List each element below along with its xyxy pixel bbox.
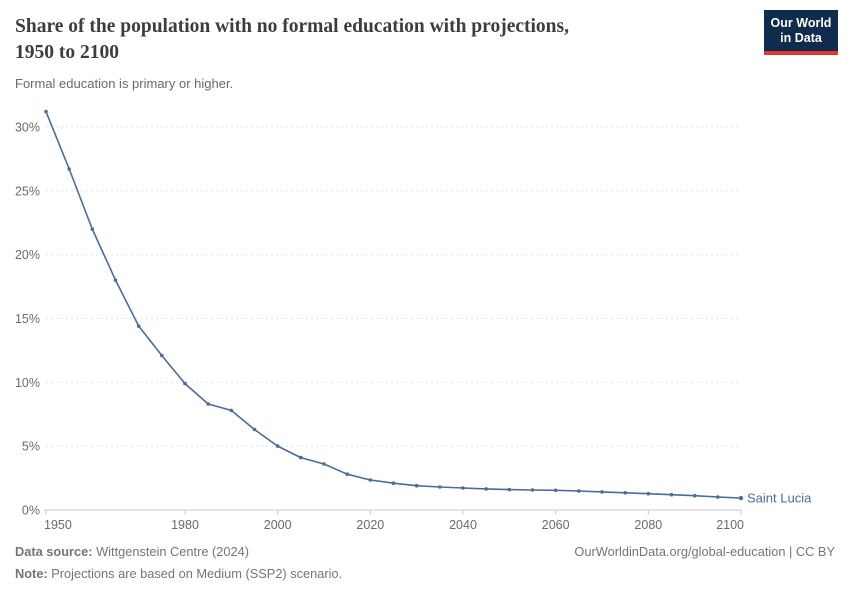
footer-note-label: Note: xyxy=(15,566,48,581)
data-point-marker[interactable] xyxy=(368,478,373,482)
data-point-marker[interactable] xyxy=(229,408,234,413)
y-axis-tick-label: 25% xyxy=(15,184,40,198)
data-point-marker[interactable] xyxy=(669,492,674,497)
data-point-marker[interactable] xyxy=(299,455,303,460)
owid-logo-line2: in Data xyxy=(780,31,822,45)
data-point-marker[interactable] xyxy=(461,486,465,490)
x-axis-tick-label: 2060 xyxy=(542,518,570,532)
y-axis-tick-label: 5% xyxy=(22,440,40,454)
data-point-marker[interactable] xyxy=(530,488,535,492)
data-point-marker[interactable] xyxy=(507,487,512,492)
owid-logo[interactable]: Our World in Data xyxy=(764,10,838,55)
owid-logo-line1: Our World xyxy=(770,16,832,30)
x-axis-tick-label: 2040 xyxy=(449,518,477,532)
data-point-marker[interactable] xyxy=(414,483,419,488)
data-point-marker[interactable] xyxy=(484,487,489,491)
x-axis-tick-label: 2020 xyxy=(356,518,384,532)
data-point-marker[interactable] xyxy=(90,227,95,231)
page-title-line2: 1950 to 2100 xyxy=(15,42,119,63)
data-point-marker[interactable] xyxy=(206,402,210,406)
chart-footer: Data source: Wittgenstein Centre (2024) … xyxy=(15,541,835,585)
x-axis-tick-label: 2080 xyxy=(634,518,662,532)
y-axis-tick-label: 10% xyxy=(15,376,40,390)
footer-source-text: Wittgenstein Centre (2024) xyxy=(92,544,250,559)
data-point-marker[interactable] xyxy=(136,324,141,328)
data-point-marker[interactable] xyxy=(716,495,720,499)
data-point-marker[interactable] xyxy=(275,444,280,448)
page-title: Share of the population with no formal e… xyxy=(15,14,569,66)
line-chart[interactable]: 0% 5% 10% 15% 20% 25% 30% 1950 1980 2000 2020 2040 2… xyxy=(0,96,850,540)
data-point-marker[interactable] xyxy=(646,491,651,496)
chart-subtitle: Formal education is primary or higher. xyxy=(15,76,234,91)
data-point-marker[interactable] xyxy=(345,472,350,477)
y-axis-tick-label: 20% xyxy=(15,248,40,262)
data-point-marker[interactable] xyxy=(183,381,187,386)
y-axis-tick-label: 0% xyxy=(22,504,40,518)
data-point-marker[interactable] xyxy=(692,493,697,498)
data-point-marker[interactable] xyxy=(67,167,71,171)
series-end-label[interactable]: Saint Lucia xyxy=(747,491,812,506)
footer-note-line: Note: Projections are based on Medium (S… xyxy=(15,563,835,585)
data-point-marker[interactable] xyxy=(738,495,744,501)
x-axis-tick-label: 1980 xyxy=(171,518,199,532)
data-point-marker[interactable] xyxy=(553,488,558,493)
data-point-marker[interactable] xyxy=(252,427,257,432)
y-axis-tick-label: 15% xyxy=(15,312,40,326)
footer-source-line: Data source: Wittgenstein Centre (2024) … xyxy=(15,541,835,563)
footer-source-label: Data source: xyxy=(15,544,93,559)
data-point-marker[interactable] xyxy=(438,485,442,489)
data-point-marker[interactable] xyxy=(44,109,48,114)
x-axis-tick-label: 1950 xyxy=(44,518,72,532)
data-point-marker[interactable] xyxy=(322,462,326,466)
data-point-marker[interactable] xyxy=(623,491,627,495)
footer-attribution-link[interactable]: OurWorldinData.org/global-education | CC… xyxy=(574,544,835,559)
x-axis-tick-label: 2100 xyxy=(716,518,744,532)
x-axis-tick-label: 2000 xyxy=(264,518,292,532)
data-point-marker[interactable] xyxy=(577,489,581,493)
data-point-marker[interactable] xyxy=(600,490,604,494)
series-line[interactable] xyxy=(45,110,742,499)
footer-note-text: Projections are based on Medium (SSP2) s… xyxy=(47,566,343,581)
data-point-marker[interactable] xyxy=(391,481,396,486)
data-point-marker[interactable] xyxy=(113,278,118,282)
y-axis-tick-label: 30% xyxy=(15,120,40,134)
page-title-line1: Share of the population with no formal e… xyxy=(15,16,569,37)
data-point-marker[interactable] xyxy=(160,353,164,358)
